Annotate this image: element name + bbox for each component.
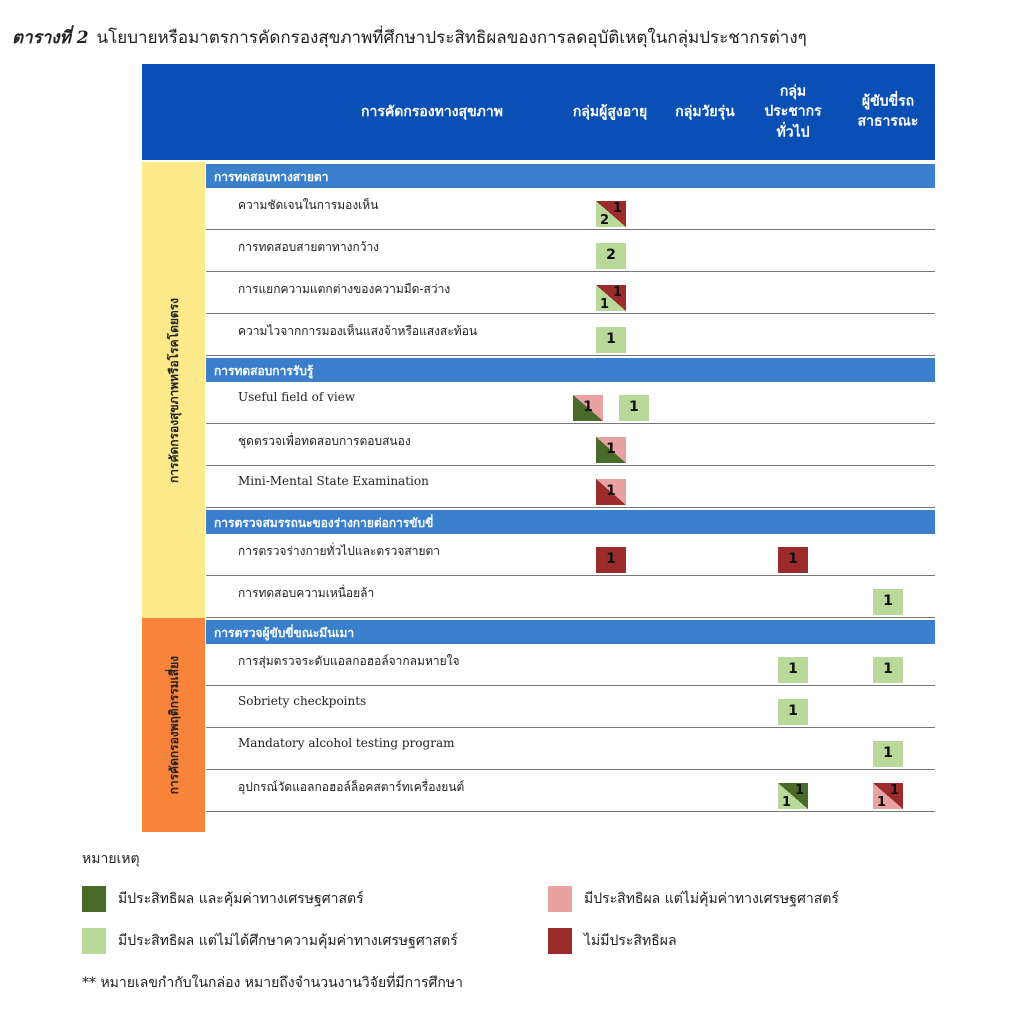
legend-label: มีประสิทธิผล และคุ้มค่าทางเศรษฐศาสตร์ [118,891,364,907]
badge-count: 1 [600,297,610,312]
badge-count: 1 [883,661,893,677]
effectiveness-badge: 1 [873,741,903,767]
effectiveness-badge: 2 [596,243,626,269]
effectiveness-badge: 1 [596,327,626,353]
table-row: การสุ่มตรวจระดับแอลกอฮอล์จากลมหายใจ 1 1 [206,644,935,686]
table-row: การทดสอบความเหนื่อยล้า 1 [206,576,935,618]
effectiveness-badge: 1 [778,657,808,683]
table-row: Sobriety checkpoints 1 [206,686,935,728]
badge-count: 1 [877,795,887,810]
legend-note: ** หมายเลขกำกับในกล่อง หมายถึงจำนวนงานวิ… [82,975,463,991]
effectiveness-badge: 1 [778,547,808,573]
column-header: กลุ่ม ประชากร ทั่วไป [764,83,822,141]
legend-item: มีประสิทธิผล และคุ้มค่าทางเศรษฐศาสตร์ [82,886,364,912]
badge-count: 1 [629,399,639,415]
table-title: นโยบายหรือมาตรการคัดกรองสุขภาพที่ศึกษาปร… [96,28,807,48]
badge-count: 1 [612,201,622,216]
effectiveness-badge: 1 [778,699,808,725]
effectiveness-badge: 1 [619,395,649,421]
table-row: การตรวจร่างกายทั่วไปและตรวจสายตา 1 1 [206,534,935,576]
table-row: ชุดตรวจเพื่อทดสอบการตอบสนอง 1 [206,424,935,466]
row-label: การแยกความแตกต่างของความมืด-สว่าง [238,282,451,296]
group-label: การคัดกรองพฤติกรรมเสี่ยง [142,618,205,832]
legend-item: มีประสิทธิผล แต่ไม่ได้ศึกษาความคุ้มค่าทา… [82,928,458,954]
badge-count: 1 [612,285,622,300]
group-label-text: การคัดกรองสุขภาพหรือโรคโดยตรง [167,297,181,483]
legend-swatch [548,928,572,954]
badge-count: 1 [606,441,616,457]
table-row: Mini-Mental State Examination 1 [206,466,935,508]
legend-label: มีประสิทธิผล แต่ไม่คุ้มค่าทางเศรษฐศาสตร์ [584,891,839,907]
column-header: ผู้ขับขี่รถ สาธารณะ [857,93,919,130]
table-row: ความชัดเจนในการมองเห็น 1 2 [206,188,935,230]
badge-count: 1 [883,593,893,609]
legend-swatch [82,886,106,912]
badge-count: 1 [782,795,792,810]
effectiveness-badge: 1 [573,395,603,421]
table-row: Useful field of view 1 1 [206,382,935,424]
effectiveness-badge: 1 [596,437,626,463]
section-header: การทดสอบการรับรู้ [206,356,935,382]
badge-count: 1 [788,703,798,719]
effectiveness-badge: 1 [873,657,903,683]
legend-item: มีประสิทธิผล แต่ไม่คุ้มค่าทางเศรษฐศาสตร์ [548,886,839,912]
table-row: ความไวจากการมองเห็นแสงจ้าหรือแสงสะท้อน 1 [206,314,935,356]
row-label: การทดสอบความเหนื่อยล้า [238,586,375,600]
badge-count: 1 [889,783,899,798]
legend-label: มีประสิทธิผล แต่ไม่ได้ศึกษาความคุ้มค่าทา… [118,933,458,949]
row-label: การตรวจร่างกายทั่วไปและตรวจสายตา [238,544,441,558]
column-header: การคัดกรองทางสุขภาพ [361,103,503,120]
table-row: Mandatory alcohol testing program 1 [206,728,935,770]
badge-count: 2 [600,213,610,228]
effectiveness-badge: 1 [596,547,626,573]
badge-count: 1 [794,783,804,798]
effectiveness-badge: 1 [873,589,903,615]
badge-count: 1 [606,483,616,499]
badge-count: 2 [606,247,616,263]
table-row: การแยกความแตกต่างของความมืด-สว่าง 1 1 [206,272,935,314]
row-label: Useful field of view [238,390,356,404]
legend-swatch [82,928,106,954]
column-header: กลุ่มผู้สูงอายุ [572,103,648,120]
legend-title: หมายเหตุ [82,851,140,867]
legend-swatch [548,886,572,912]
table-caption: ตารางที่ 2 นโยบายหรือมาตรการคัดกรองสุขภาพ… [12,24,807,51]
section-header: การตรวจสมรรถนะของร่างกายต่อการขับขี่ [206,508,935,534]
table-header: การคัดกรองทางสุขภาพ กลุ่มผู้สูงอายุ กลุ่มว… [142,64,935,160]
row-label: ความไวจากการมองเห็นแสงจ้าหรือแสงสะท้อน [238,324,478,338]
badge-count: 1 [788,661,798,677]
row-label: Mini-Mental State Examination [238,474,429,488]
effectiveness-badge: 1 [596,479,626,505]
column-header: กลุ่มวัยรุ่น [675,103,735,120]
section-header: การทดสอบทางสายตา [206,162,935,188]
badge-count: 1 [606,551,616,567]
group-label-text: การคัดกรองพฤติกรรมเสี่ยง [167,655,181,795]
row-label: ชุดตรวจเพื่อทดสอบการตอบสนอง [238,434,411,448]
table-number: ตารางที่ 2 [12,28,89,48]
legend: หมายเหตุ [82,848,140,870]
row-label: ความชัดเจนในการมองเห็น [238,198,379,212]
row-label: อุปกรณ์วัดแอลกอฮอล์ล็อคสตาร์ทเครื่องยนต์ [238,780,465,794]
row-label: การทดสอบสายตาทางกว้าง [238,240,380,254]
group-label: การคัดกรองสุขภาพหรือโรคโดยตรง [142,162,205,618]
badge-count: 1 [788,551,798,567]
table-row: การทดสอบสายตาทางกว้าง 2 [206,230,935,272]
screening-table: การคัดกรองทางสุขภาพ กลุ่มผู้สูงอายุ กลุ่มว… [142,64,935,832]
badge-count: 1 [583,399,593,415]
legend-label: ไม่มีประสิทธิผล [584,933,677,949]
row-label: Mandatory alcohol testing program [238,736,455,750]
section-header: การตรวจผู้ขับขี่ขณะมึนเมา [206,618,935,644]
row-label: Sobriety checkpoints [238,694,367,708]
row-label: การสุ่มตรวจระดับแอลกอฮอล์จากลมหายใจ [238,654,460,668]
badge-count: 1 [606,331,616,347]
legend-item: ไม่มีประสิทธิผล [548,928,677,954]
badge-count: 1 [883,745,893,761]
table-row: อุปกรณ์วัดแอลกอฮอล์ล็อคสตาร์ทเครื่องยนต์… [206,770,935,812]
